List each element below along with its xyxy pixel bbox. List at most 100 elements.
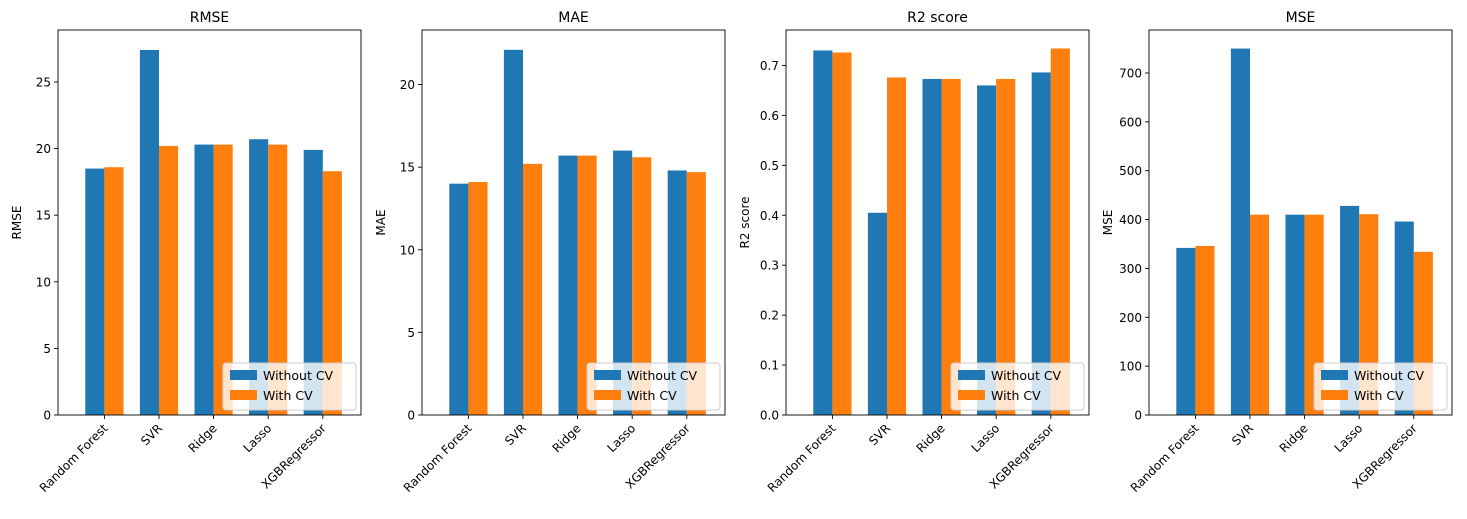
legend-label-without-cv: Without CV [263,368,334,383]
legend-swatch-without-cv [594,370,621,380]
bar-without-cv-4 [1031,72,1051,415]
legend: Without CV With CV [1313,362,1448,411]
legend-label-with-cv: With CV [1354,388,1404,403]
y-tick-label-7: 0.7 [760,59,779,73]
legend: Without CV With CV [222,362,357,411]
y-tick-label-2: 0.2 [760,309,779,323]
bar-with-cv-1 [159,145,179,415]
legend-label-without-cv: Without CV [627,368,698,383]
y-tick-label-3: 15 [400,161,415,175]
y-tick-label-1: 5 [43,342,51,356]
y-tick-label-2: 10 [36,275,51,289]
x-tick-label-3: Lasso [968,421,1002,455]
y-tick-label-3: 0.3 [760,259,779,273]
bar-without-cv-0 [449,183,469,415]
chart-title: RMSE [190,10,230,26]
legend-label-with-cv: With CV [263,388,313,403]
y-tick-label-4: 20 [400,78,415,92]
bar-with-cv-3 [268,144,288,415]
y-axis-label: MAE [374,209,388,235]
legend: Without CV With CV [586,362,721,411]
chart-panel-3: MSE 0 100 200 300 400 500 600 700 MSE Random Fores… [1101,10,1453,495]
x-tick-label-0: Random Forest [401,421,475,495]
bar-without-cv-2 [1285,214,1305,415]
y-tick-label-5: 0.5 [760,159,779,173]
chart-panel-0: RMSE 0 5 10 15 20 25 RMSE Random Forest SVR Ridge L… [10,10,362,495]
bar-without-cv-1 [139,49,159,415]
x-tick-label-0: Random Forest [765,421,839,495]
y-tick-label-7: 700 [1119,66,1142,80]
y-tick-label-1: 0.1 [760,359,779,373]
bar-with-cv-1 [523,163,543,415]
y-tick-label-4: 0.4 [760,209,779,223]
bar-without-cv-3 [249,139,269,416]
legend-swatch-with-cv [594,390,621,400]
y-tick-label-5: 500 [1119,164,1142,178]
x-tick-label-2: Ridge [1277,421,1311,455]
bar-with-cv-2 [213,144,233,415]
chart-title: R2 score [907,10,968,26]
y-tick-label-3: 300 [1119,262,1142,276]
x-tick-label-1: SVR [502,421,529,448]
bar-without-cv-1 [1230,48,1250,415]
y-tick-label-0: 0 [43,409,51,423]
legend-label-without-cv: Without CV [991,368,1062,383]
bar-with-cv-1 [1250,214,1270,415]
x-tick-label-1: SVR [866,421,893,448]
y-tick-label-4: 20 [36,142,51,156]
bar-without-cv-0 [813,50,833,415]
legend: Without CV With CV [950,362,1085,411]
bar-with-cv-3 [996,78,1016,415]
bar-without-cv-0 [85,168,105,415]
bar-with-cv-4 [686,172,706,415]
legend-label-with-cv: With CV [627,388,677,403]
y-tick-label-2: 200 [1119,311,1142,325]
legend-label-with-cv: With CV [991,388,1041,403]
bar-with-cv-3 [632,157,652,416]
bar-with-cv-4 [1050,48,1070,415]
bar-without-cv-1 [503,49,523,415]
y-axis-label: RMSE [10,206,24,240]
axes-frame [785,29,1090,416]
bar-without-cv-2 [194,144,214,415]
bar-without-cv-4 [667,170,687,415]
x-tick-label-3: Lasso [1331,421,1365,455]
y-tick-label-5: 25 [36,75,51,89]
y-tick-label-0: 0 [407,409,415,423]
chart-panel-2: R2 score 0.0 0.1 0.2 0.3 0.4 0.5 0.6 0.7 R2 score… [738,10,1090,495]
chart-title: MSE [1286,10,1316,26]
bar-without-cv-4 [303,149,323,415]
x-tick-label-1: SVR [138,421,165,448]
x-tick-label-2: Ridge [914,421,948,455]
legend-swatch-with-cv [1321,390,1348,400]
y-tick-label-4: 400 [1119,213,1142,227]
x-tick-label-3: Lasso [240,421,274,455]
x-tick-label-1: SVR [1229,421,1256,448]
legend-swatch-without-cv [230,370,257,380]
bar-with-cv-2 [577,155,597,415]
bar-without-cv-1 [867,212,887,415]
axes-frame [57,29,362,416]
y-tick-label-2: 10 [400,243,415,257]
x-tick-label-3: Lasso [604,421,638,455]
bar-with-cv-0 [832,52,852,415]
y-tick-label-0: 0.0 [760,409,779,423]
bar-with-cv-0 [468,182,488,415]
bar-with-cv-0 [1195,245,1215,415]
chart-title: MAE [558,10,589,26]
bar-without-cv-0 [1176,247,1196,415]
x-tick-label-2: Ridge [550,421,584,455]
y-tick-label-1: 5 [407,326,415,340]
y-axis-label: R2 score [738,196,752,248]
legend-swatch-with-cv [958,390,985,400]
y-tick-label-3: 15 [36,209,51,223]
bar-without-cv-3 [977,85,997,416]
y-axis-label: MSE [1101,210,1115,236]
y-tick-label-6: 0.6 [760,109,779,123]
y-tick-label-1: 100 [1119,360,1142,374]
bar-without-cv-2 [558,155,578,415]
x-tick-label-0: Random Forest [37,421,111,495]
y-tick-label-6: 600 [1119,115,1142,129]
legend-swatch-with-cv [230,390,257,400]
